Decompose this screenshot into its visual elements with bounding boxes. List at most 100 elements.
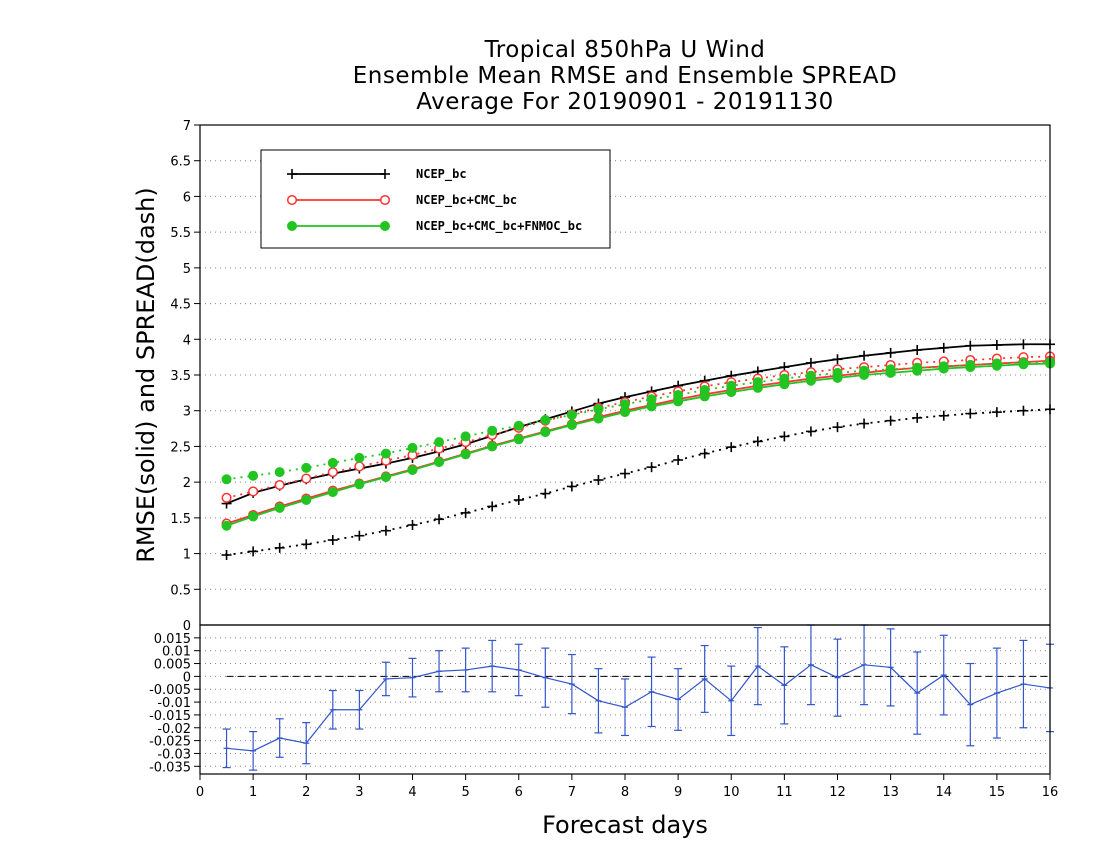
rmse-point-ncep-bc-cmc-bc-fnmoc-bc [620,407,630,418]
rmse-line-ncep-bc-cmc-bc-fnmoc-bc [226,362,1051,527]
spread-point-ncep-bc [805,426,816,437]
rmse-point-ncep-bc-cmc-bc-fnmoc-bc [779,379,790,390]
error-bar [753,626,762,706]
rmse-point-ncep-bc-cmc-bc-fnmoc-bc [248,511,259,522]
rmse-point-ncep-bc-cmc-bc-fnmoc-bc [885,367,896,378]
x-tick-label: 3 [355,785,363,800]
y-tick-label: 7 [183,119,191,134]
x-tick-label: 7 [568,785,576,800]
x-tick-label: 8 [621,785,629,800]
y-tick-label: -0.03 [157,747,191,762]
y-tick-label: 0.015 [154,632,191,647]
rmse-point-ncep-bc-cmc-bc-fnmoc-bc [965,362,976,373]
y-tick-label: 4.5 [170,298,191,313]
spread-point-ncep-bc [221,550,232,560]
x-tick-label: 14 [935,785,952,800]
error-bar [886,628,895,707]
legend-label-ncep-bc-cmc-bc: NCEP_bc+CMC_bc [416,193,517,208]
rmse-point-ncep-bc-cmc-bc-fnmoc-bc [673,396,684,407]
spread-point-ncep-bc [1018,405,1029,416]
spread-point-ncep-bc-cmc-bc-fnmoc-bc [407,442,418,453]
error-bar [1019,639,1028,729]
error-bar [249,731,258,771]
rmse-point-ncep-bc-cmc-bc-fnmoc-bc [407,465,418,475]
spread-point-ncep-bc [513,495,524,505]
x-tick-label: 1 [249,785,257,800]
spread-point-ncep-bc-cmc-bc [221,492,232,503]
rmse-point-ncep-bc-cmc-bc-fnmoc-bc [327,487,338,498]
y-tick-label: 0.5 [170,583,191,598]
chart-title-line-1: Tropical 850hPa U Wind [484,37,766,63]
error-bar [780,646,789,725]
rmse-point-ncep-bc [885,347,896,358]
x-tick-label: 2 [302,785,310,800]
error-bar [833,638,842,717]
rmse-point-ncep-bc-cmc-bc-fnmoc-bc [912,365,923,376]
x-tick-label: 13 [882,785,899,800]
rmse-point-ncep-bc [859,350,870,361]
error-bar [275,718,284,758]
error-bar [594,668,603,734]
rmse-point-ncep-bc-cmc-bc-fnmoc-bc [991,360,1002,371]
rmse-point-ncep-bc-cmc-bc-fnmoc-bc [513,434,524,445]
spread-point-ncep-bc [726,442,737,453]
rmse-point-ncep-bc [938,342,949,353]
spread-point-ncep-bc [938,410,949,421]
error-bar [355,689,364,730]
spread-point-ncep-bc-cmc-bc-fnmoc-bc [513,420,524,431]
spread-point-ncep-bc [434,514,445,525]
rmse-point-ncep-bc-cmc-bc-fnmoc-bc [274,502,285,513]
spread-point-ncep-bc-cmc-bc [354,461,365,472]
y-tick-label: 6.5 [170,155,191,170]
spread-point-ncep-bc-cmc-bc-fnmoc-bc [327,457,338,468]
rmse-point-ncep-bc-cmc-bc-fnmoc-bc [566,420,577,430]
y-tick-label: 5.5 [170,226,191,241]
rmse-point-ncep-bc-cmc-bc-fnmoc-bc [859,370,870,380]
spread-point-ncep-bc [620,468,630,479]
spread-point-ncep-bc-cmc-bc-fnmoc-bc [274,467,285,478]
legend-marker-ncep-bc-cmc-bc-fnmoc-bc [287,221,297,231]
legend-marker-ncep-bc-cmc-bc [379,194,391,206]
legend-marker-ncep-bc [380,169,390,179]
x-tick-label: 6 [515,785,523,800]
rmse-point-ncep-bc [991,340,1002,350]
x-tick-label: 0 [196,785,204,800]
rmse-point-ncep-bc-cmc-bc-fnmoc-bc [646,401,657,412]
legend-label-ncep-bc-cmc-bc-fnmoc-bc: NCEP_bc+CMC_bc+FNMOC_bc [416,219,582,234]
y-tick-label: -0.035 [149,760,191,775]
rmse-point-ncep-bc-cmc-bc-fnmoc-bc [354,479,365,490]
spread-point-ncep-bc-cmc-bc [327,467,338,478]
rmse-point-ncep-bc-cmc-bc-fnmoc-bc [805,375,816,386]
y-tick-label: -0.015 [149,709,191,724]
spread-point-ncep-bc [327,535,338,545]
spread-point-ncep-bc [487,501,498,512]
x-tick-label: 4 [408,785,416,800]
legend-marker-ncep-bc-cmc-bc-fnmoc-bc [380,221,390,231]
spread-point-ncep-bc-cmc-bc-fnmoc-bc [434,437,445,448]
error-bar [860,624,869,706]
error-bar [939,634,948,716]
rmse-point-ncep-bc-cmc-bc-fnmoc-bc [832,372,843,383]
rmse-point-ncep-bc [965,340,976,351]
spread-point-ncep-bc [274,542,285,553]
spread-point-ncep-bc [832,422,843,433]
error-bar [514,643,523,697]
rmse-line-ncep-bc-cmc-bc [226,359,1051,525]
spread-point-ncep-bc [646,462,657,473]
difference-line [226,664,1051,752]
spread-point-ncep-bc [566,481,577,492]
rmse-point-ncep-bc-cmc-bc-fnmoc-bc [593,413,604,424]
chart-title-line-3: Average For 20190901 - 20191130 [416,89,834,115]
y-tick-label: 2 [183,476,191,491]
error-bar [647,656,656,728]
spread-point-ncep-bc-cmc-bc-fnmoc-bc [248,470,259,481]
error-bar [381,661,390,697]
spread-point-ncep-bc [593,475,604,485]
error-bar [700,644,709,713]
error-bar [488,639,497,693]
rmse-point-ncep-bc [1018,339,1029,350]
error-bar [461,647,470,693]
rmse-point-ncep-bc-cmc-bc-fnmoc-bc [301,495,312,505]
y-tick-label: 0.01 [162,645,191,660]
